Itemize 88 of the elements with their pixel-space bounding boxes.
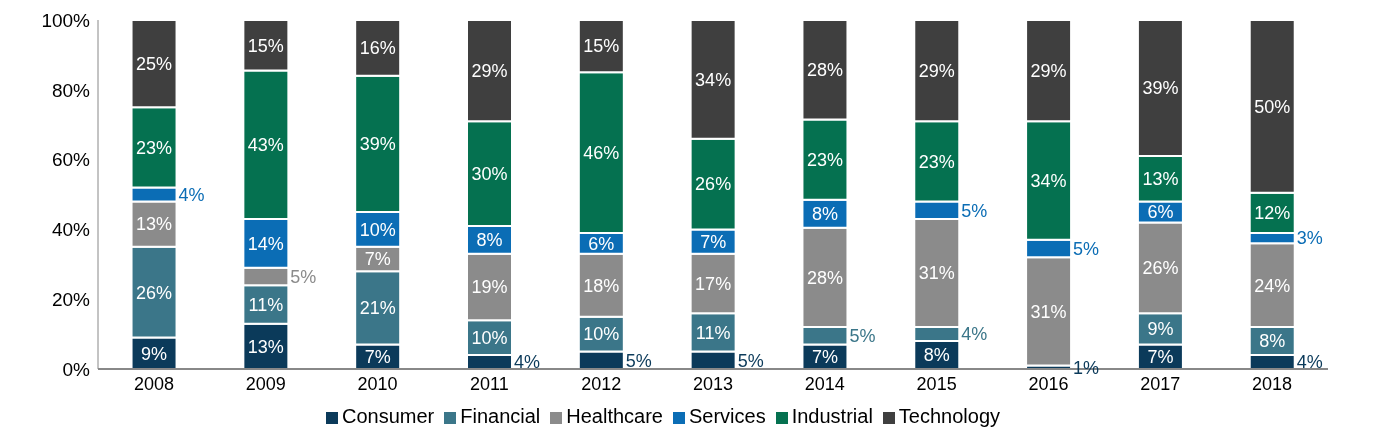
data-label: 7% [1147,347,1174,368]
data-label: 34% [695,69,732,90]
data-label: 26% [1142,258,1179,279]
data-label: 26% [695,174,732,195]
data-label: 7% [364,249,391,270]
data-label: 5% [1073,238,1100,259]
data-label: 16% [359,38,396,59]
data-label: 29% [918,60,955,81]
y-tick-label: 60% [51,149,91,171]
legend-label: Financial [460,405,541,427]
data-label: 24% [1254,275,1291,296]
data-label: 7% [811,347,838,368]
data-label: 10% [359,219,396,240]
data-label: 11% [695,322,731,343]
y-tick-label: 40% [51,219,91,241]
x-tick-label: 2012 [581,373,622,394]
data-label: 3% [1296,228,1323,249]
data-label: 8% [1259,331,1286,352]
data-label: 23% [806,149,843,170]
data-label: 25% [136,53,173,74]
data-label: 15% [583,36,620,57]
x-tick-label: 2009 [245,373,286,394]
data-label: 18% [583,275,620,296]
data-label: 10% [471,327,508,348]
data-label: 29% [471,60,508,81]
legend-label: Technology [898,405,1001,427]
data-label: 10% [583,324,620,345]
data-label: 23% [136,137,173,158]
data-label: 30% [471,163,508,184]
data-label: 50% [1254,96,1291,117]
data-label: 34% [1030,170,1067,191]
data-label: 5% [625,350,652,371]
data-label: 4% [514,352,541,373]
data-label: 7% [364,347,391,368]
data-label: 5% [961,200,988,221]
legend-label: Healthcare [566,405,663,427]
data-label: 4% [961,324,988,345]
legend-label: Industrial [791,405,873,427]
data-label: 15% [247,35,284,56]
data-label: 5% [737,350,764,371]
data-label: 21% [359,298,396,319]
x-tick-label: 2011 [470,373,509,394]
legend-label: Consumer [341,405,435,427]
y-tick-label: 100% [41,9,91,31]
x-tick-label: 2015 [916,373,957,394]
data-label: 8% [923,345,950,366]
x-tick-label: 2016 [1028,373,1069,394]
x-tick-label: 2008 [133,373,174,394]
data-label: 13% [247,336,284,357]
data-label: 13% [136,214,173,235]
data-label: 23% [918,151,955,172]
legend-label: Services [688,405,766,427]
data-label: 6% [1147,202,1174,223]
data-label: 4% [178,184,205,205]
x-tick-label: 2013 [692,373,734,394]
x-tick-label: 2010 [357,373,398,394]
data-label: 9% [141,343,168,364]
data-label: 12% [1254,203,1291,224]
data-label: 29% [1030,60,1067,81]
data-label: 13% [1142,169,1179,190]
data-label: 6% [588,233,615,254]
y-tick-label: 20% [51,288,91,310]
data-label: 8% [811,204,838,224]
data-label: 14% [247,233,284,254]
data-label: 8% [476,230,503,251]
y-tick-label: 80% [51,79,91,101]
data-label: 46% [583,142,620,163]
data-label: 43% [247,135,284,156]
data-label: 31% [1030,301,1067,322]
x-tick-label: 2014 [804,373,845,394]
x-tick-label: 2017 [1140,373,1181,394]
data-label: 19% [471,277,508,298]
data-label: 39% [1142,78,1179,99]
data-label: 31% [918,263,955,284]
data-label: 39% [359,134,396,155]
data-label: 26% [136,282,173,303]
y-tick-label: 0% [62,358,91,380]
data-label: 28% [806,267,843,288]
data-label: 7% [700,231,727,252]
data-label: 11% [248,294,284,315]
data-label: 1% [1073,357,1100,378]
data-label: 4% [1296,352,1323,373]
data-label: 5% [849,326,876,347]
data-label: 9% [1147,319,1174,340]
x-tick-label: 2018 [1252,373,1293,394]
data-label: 28% [806,60,843,81]
data-label: 17% [695,273,732,294]
data-label: 5% [290,266,317,287]
